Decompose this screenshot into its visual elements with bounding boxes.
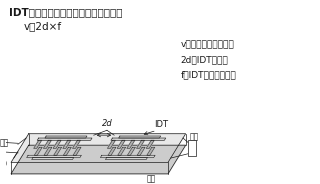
Polygon shape (105, 158, 148, 160)
Polygon shape (45, 136, 87, 138)
Polygon shape (11, 134, 186, 162)
Text: f：IDTの中心周波数: f：IDTの中心周波数 (181, 71, 236, 80)
Polygon shape (147, 147, 155, 155)
Polygon shape (32, 158, 74, 160)
Text: 出力: 出力 (189, 132, 198, 141)
Polygon shape (44, 147, 52, 155)
Text: 入力: 入力 (0, 139, 9, 148)
Polygon shape (118, 147, 126, 155)
Polygon shape (11, 145, 186, 174)
Polygon shape (53, 140, 61, 148)
Polygon shape (127, 140, 135, 148)
Polygon shape (73, 140, 80, 148)
Polygon shape (137, 140, 144, 148)
Bar (188, 140, 196, 156)
Polygon shape (54, 147, 62, 155)
Bar (0, 140, 2, 154)
Text: 基板: 基板 (147, 175, 156, 184)
Polygon shape (63, 147, 71, 155)
Polygon shape (44, 140, 51, 148)
Polygon shape (108, 147, 116, 155)
Text: v＝2d×f: v＝2d×f (24, 21, 62, 31)
Polygon shape (37, 138, 92, 140)
Text: 2d：IDTの周期: 2d：IDTの周期 (181, 55, 228, 64)
Text: IDTの中心周波数と伝戢速度との関係: IDTの中心周波数と伝戢速度との関係 (9, 8, 123, 18)
Polygon shape (108, 140, 115, 148)
Text: v：表面波の伝戢速度: v：表面波の伝戢速度 (181, 40, 235, 49)
Text: IDT: IDT (154, 121, 168, 129)
Polygon shape (73, 147, 81, 155)
Polygon shape (34, 147, 42, 155)
Polygon shape (119, 136, 161, 138)
Polygon shape (63, 140, 71, 148)
Polygon shape (27, 155, 81, 158)
Polygon shape (111, 138, 166, 140)
Text: 2d: 2d (101, 119, 112, 128)
Polygon shape (100, 155, 155, 158)
Polygon shape (127, 147, 135, 155)
Polygon shape (137, 147, 145, 155)
Polygon shape (117, 140, 125, 148)
Polygon shape (146, 140, 154, 148)
Polygon shape (34, 140, 42, 148)
